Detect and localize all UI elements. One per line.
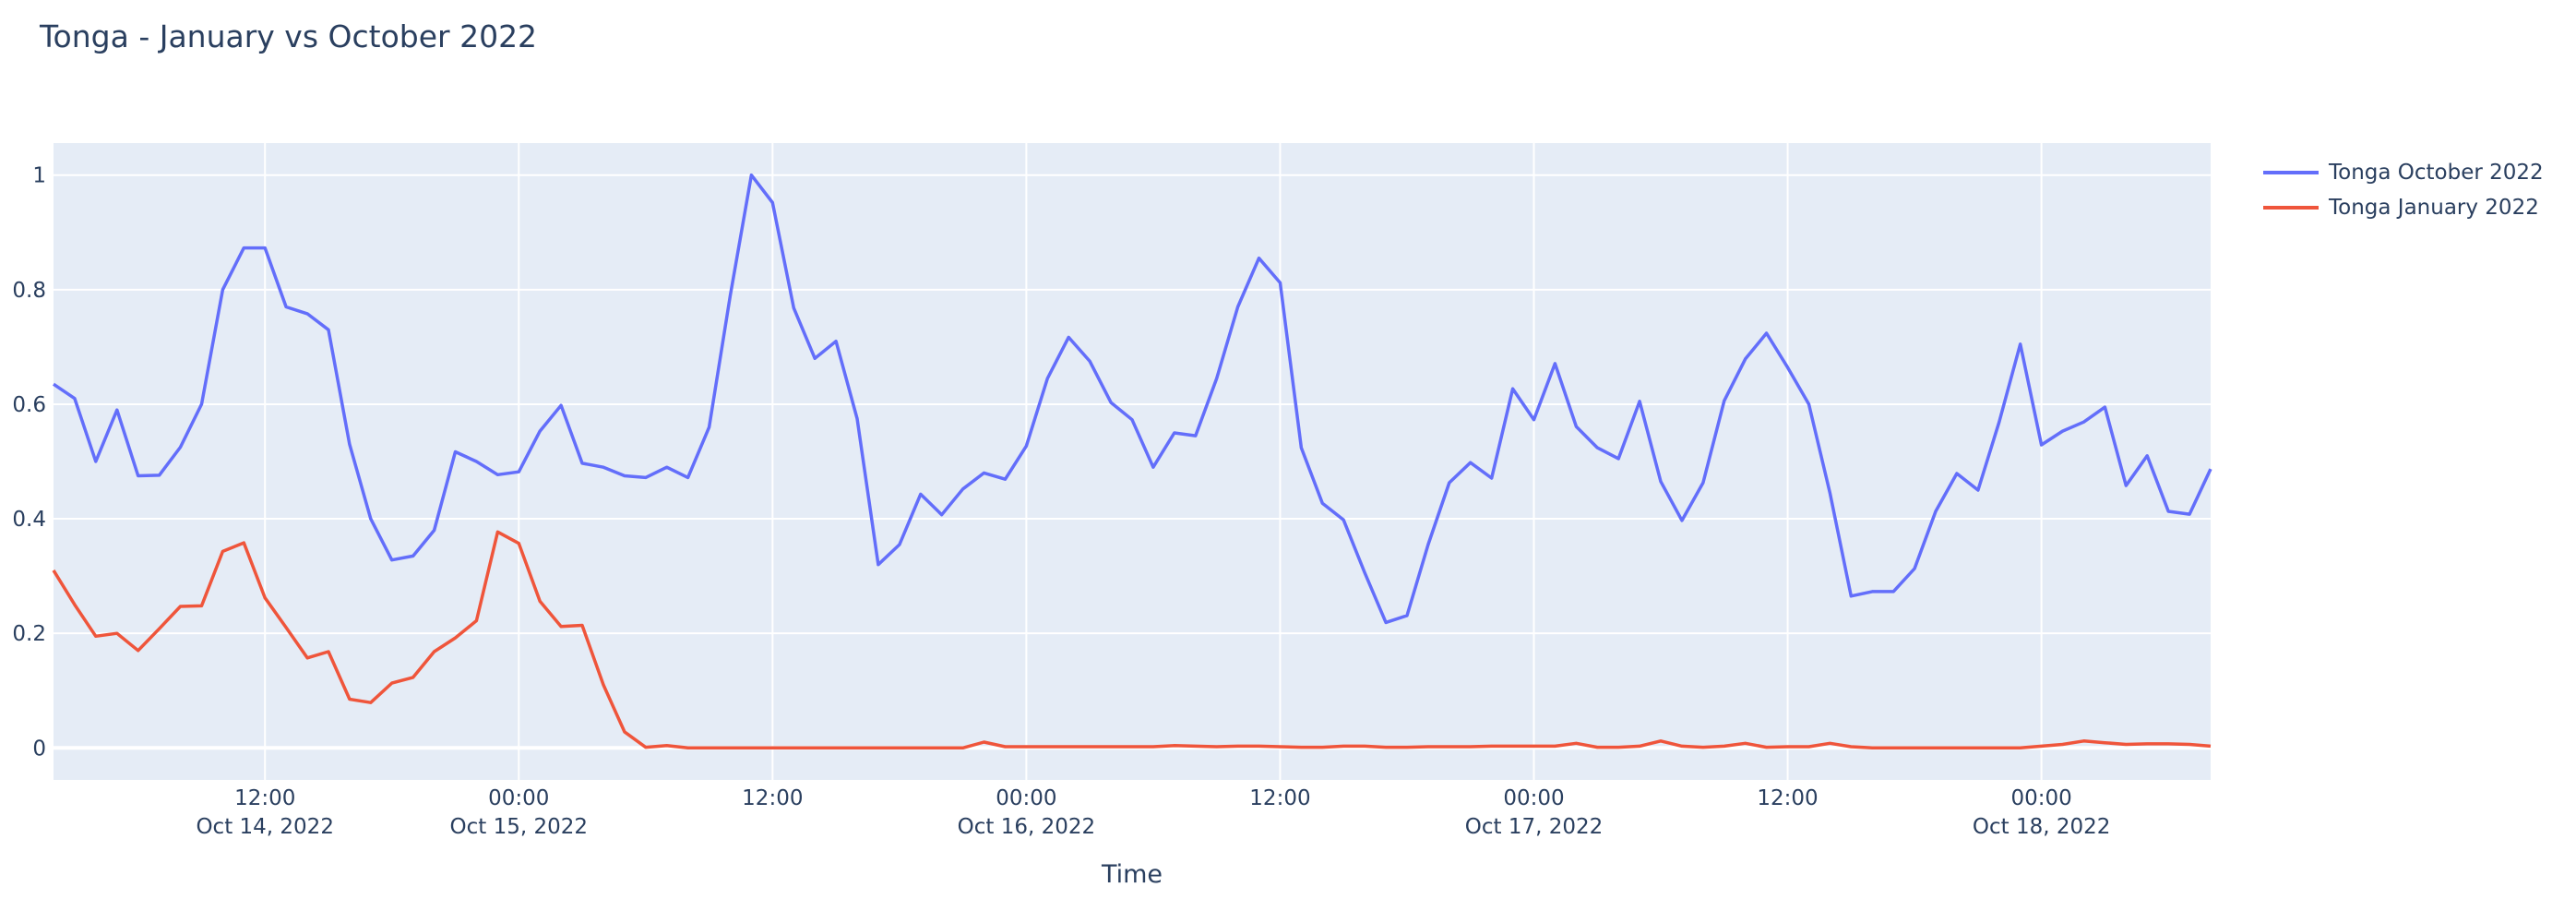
legend-label: Tonga October 2022 xyxy=(2329,161,2544,185)
legend-label: Tonga January 2022 xyxy=(2329,196,2539,220)
x-tick-date-label: Oct 16, 2022 xyxy=(958,815,1096,839)
legend-line-january xyxy=(2263,206,2319,210)
x-axis-title: Time xyxy=(1101,860,1163,889)
y-tick-label: 0.4 xyxy=(12,508,46,532)
legend-item-january[interactable]: Tonga January 2022 xyxy=(2263,190,2544,225)
y-tick-label: 0.8 xyxy=(12,279,46,303)
series-lines xyxy=(52,173,2212,750)
legend: Tonga October 2022 Tonga January 2022 xyxy=(2263,155,2544,225)
x-tick-label: 12:00 xyxy=(1249,786,1310,810)
plot-background[interactable] xyxy=(54,143,2211,780)
x-tick-date-label: Oct 14, 2022 xyxy=(196,815,334,839)
legend-item-october[interactable]: Tonga October 2022 xyxy=(2263,155,2544,190)
y-tick-label: 1 xyxy=(32,164,46,188)
x-tick-date-label: Oct 17, 2022 xyxy=(1465,815,1604,839)
series-line-tonga-october-2022[interactable] xyxy=(53,173,2212,625)
gridlines xyxy=(54,143,2211,780)
chart-title: Tonga - January vs October 2022 xyxy=(40,18,538,54)
x-tick-label: 12:00 xyxy=(234,786,295,810)
x-tick-label: 00:00 xyxy=(996,786,1056,810)
legend-line-october xyxy=(2263,171,2319,174)
y-tick-label: 0.6 xyxy=(12,393,46,417)
x-axis-ticks: 12:00 Oct 14, 2022 00:00 Oct 15, 2022 12:00 0… xyxy=(196,786,2110,839)
x-tick-label: 00:00 xyxy=(2010,786,2071,810)
y-axis-ticks: 0 0.2 0.4 0.6 0.8 1 xyxy=(12,164,46,761)
x-tick-date-label: Oct 15, 2022 xyxy=(450,815,589,839)
y-tick-label: 0 xyxy=(32,737,46,761)
y-tick-label: 0.2 xyxy=(12,622,46,646)
x-tick-label: 12:00 xyxy=(742,786,803,810)
series-line-tonga-january-2022[interactable] xyxy=(52,530,2212,750)
x-tick-label: 00:00 xyxy=(1503,786,1564,810)
x-tick-date-label: Oct 18, 2022 xyxy=(1973,815,2111,839)
x-tick-label: 12:00 xyxy=(1757,786,1818,810)
x-tick-label: 00:00 xyxy=(488,786,549,810)
